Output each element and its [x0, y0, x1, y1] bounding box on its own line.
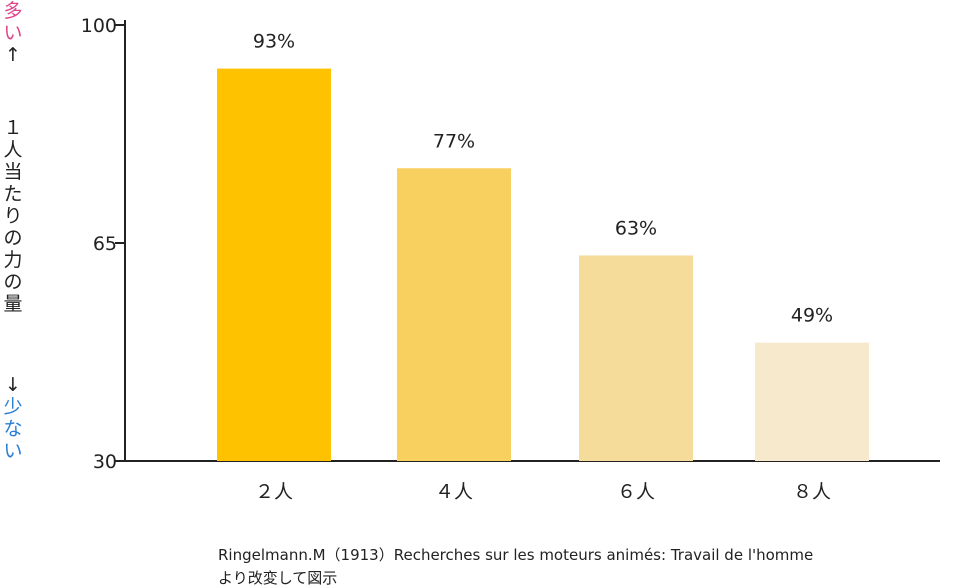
bar-chart: 100 65 30 93% ２人 77% ４人 63% ６人 49% ８人	[81, 15, 940, 503]
y-label-char: 少	[3, 396, 23, 418]
y-label-char: い	[3, 440, 23, 462]
y-label-char: 多	[3, 0, 23, 22]
y-label-char: た	[3, 183, 23, 205]
labels: 100 65 30 93% ２人 77% ４人 63% ６人 49% ８人	[81, 15, 833, 503]
up-arrow-icon: ↑	[5, 44, 21, 66]
down-arrow-icon: ↓	[5, 374, 21, 396]
source-note: より改変して図示	[218, 569, 338, 587]
y-axis-label: １ 人 当 た り の 力 の 量	[2, 117, 24, 315]
bar	[397, 168, 511, 461]
y-tick-label: 30	[93, 451, 117, 473]
y-label-char: り	[3, 205, 23, 227]
y-label-char: な	[3, 418, 23, 440]
bar	[217, 68, 331, 461]
y-label-char: １	[3, 117, 23, 139]
y-label-char: 当	[3, 161, 23, 183]
bar-value-label: 77%	[433, 130, 475, 152]
x-tick-label: ６人	[617, 481, 655, 503]
bar-value-label: 49%	[791, 305, 833, 327]
bar	[755, 342, 869, 461]
source-citation: Ringelmann.M（1913）Recherches sur les mot…	[218, 546, 814, 564]
y-label-char: 人	[3, 139, 23, 161]
y-label-char: の	[3, 271, 23, 293]
bar-value-label: 93%	[253, 31, 295, 53]
y-label-char: い	[3, 22, 23, 44]
y-axis-label-less: ↓ 少 な い	[2, 374, 24, 462]
y-tick-label: 100	[81, 15, 117, 37]
y-label-char: 力	[3, 249, 23, 271]
y-axis-label-more: 多 い ↑	[2, 0, 24, 66]
y-label-char: の	[3, 227, 23, 249]
bars	[217, 68, 869, 461]
y-tick-label: 65	[93, 233, 117, 255]
bar	[579, 255, 693, 461]
bar-value-label: 63%	[615, 217, 657, 239]
x-tick-label: ４人	[435, 481, 473, 503]
y-label-char: 量	[3, 293, 23, 315]
x-tick-label: ８人	[793, 481, 831, 503]
x-tick-label: ２人	[255, 481, 293, 503]
